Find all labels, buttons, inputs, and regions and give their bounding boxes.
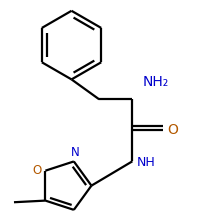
Text: O: O [32, 164, 41, 177]
Text: N: N [71, 146, 80, 159]
Text: NH₂: NH₂ [142, 75, 168, 89]
Text: NH: NH [136, 156, 154, 169]
Text: O: O [166, 123, 177, 137]
